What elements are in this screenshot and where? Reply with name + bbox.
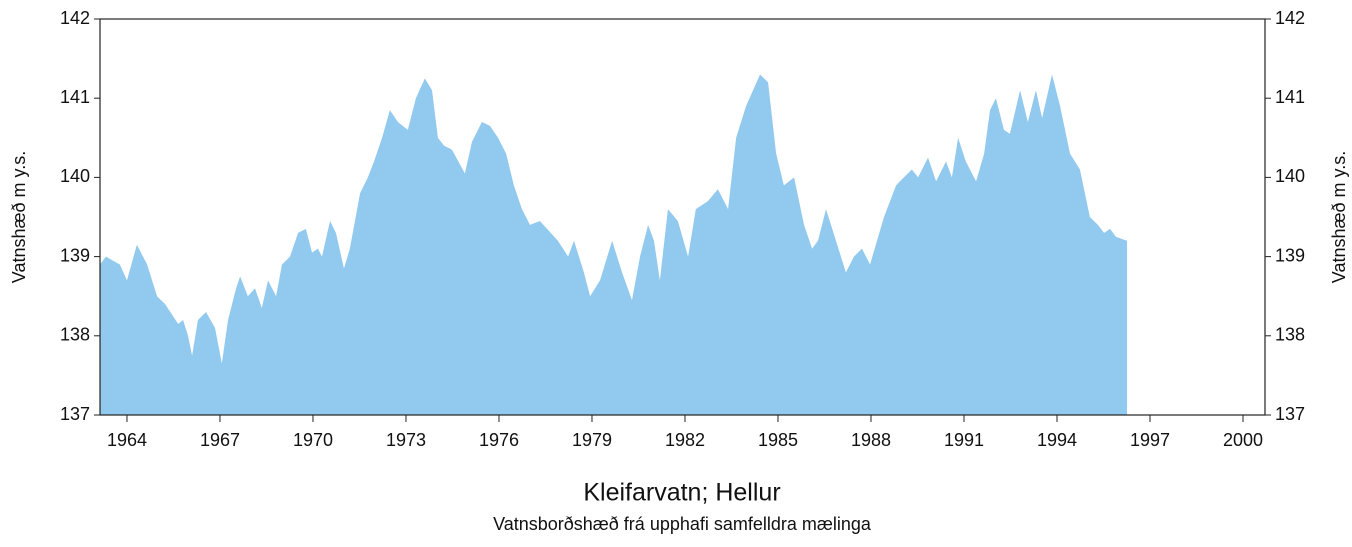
area [100,74,1128,415]
y2-tick-label: 142 [1275,8,1305,28]
x-tick-label: 1967 [200,430,240,450]
y2-tick-label: 141 [1275,87,1305,107]
y2-tick-label: 138 [1275,325,1305,345]
y-tick-label: 138 [60,325,90,345]
y-tick-label: 142 [60,8,90,28]
x-tick-label: 1982 [665,430,705,450]
y2-axis-label: Vatnshæð m y.s. [1329,151,1349,283]
x-tick-label: 1985 [758,430,798,450]
x-tick-label: 1970 [293,430,333,450]
x-tick-label: 1973 [386,430,426,450]
y2-tick-label: 137 [1275,404,1305,424]
x-tick-label: 1994 [1037,430,1077,450]
y2-tick-label: 140 [1275,166,1305,186]
x-tick-label: 2000 [1223,430,1263,450]
y-tick-label: 141 [60,87,90,107]
plot-frame [99,18,1266,416]
x-tick-label: 1964 [107,430,147,450]
x-tick-label: 1991 [944,430,984,450]
chart-title: Kleifarvatn; Hellur [583,479,780,507]
chart-subtitle: Vatnsborðshæð frá upphafi samfelldra mæl… [493,514,872,534]
y-tick-label: 139 [60,245,90,265]
y-axis-label: Vatnshæð m y.s. [9,151,29,283]
y-tick-label: 140 [60,166,90,186]
x-tick-label: 1979 [572,430,612,450]
y-tick-label: 137 [60,404,90,424]
x-tick-label: 1988 [851,430,891,450]
x-tick-label: 1997 [1130,430,1170,450]
y2-tick-label: 139 [1275,245,1305,265]
x-tick-label: 1976 [479,430,519,450]
